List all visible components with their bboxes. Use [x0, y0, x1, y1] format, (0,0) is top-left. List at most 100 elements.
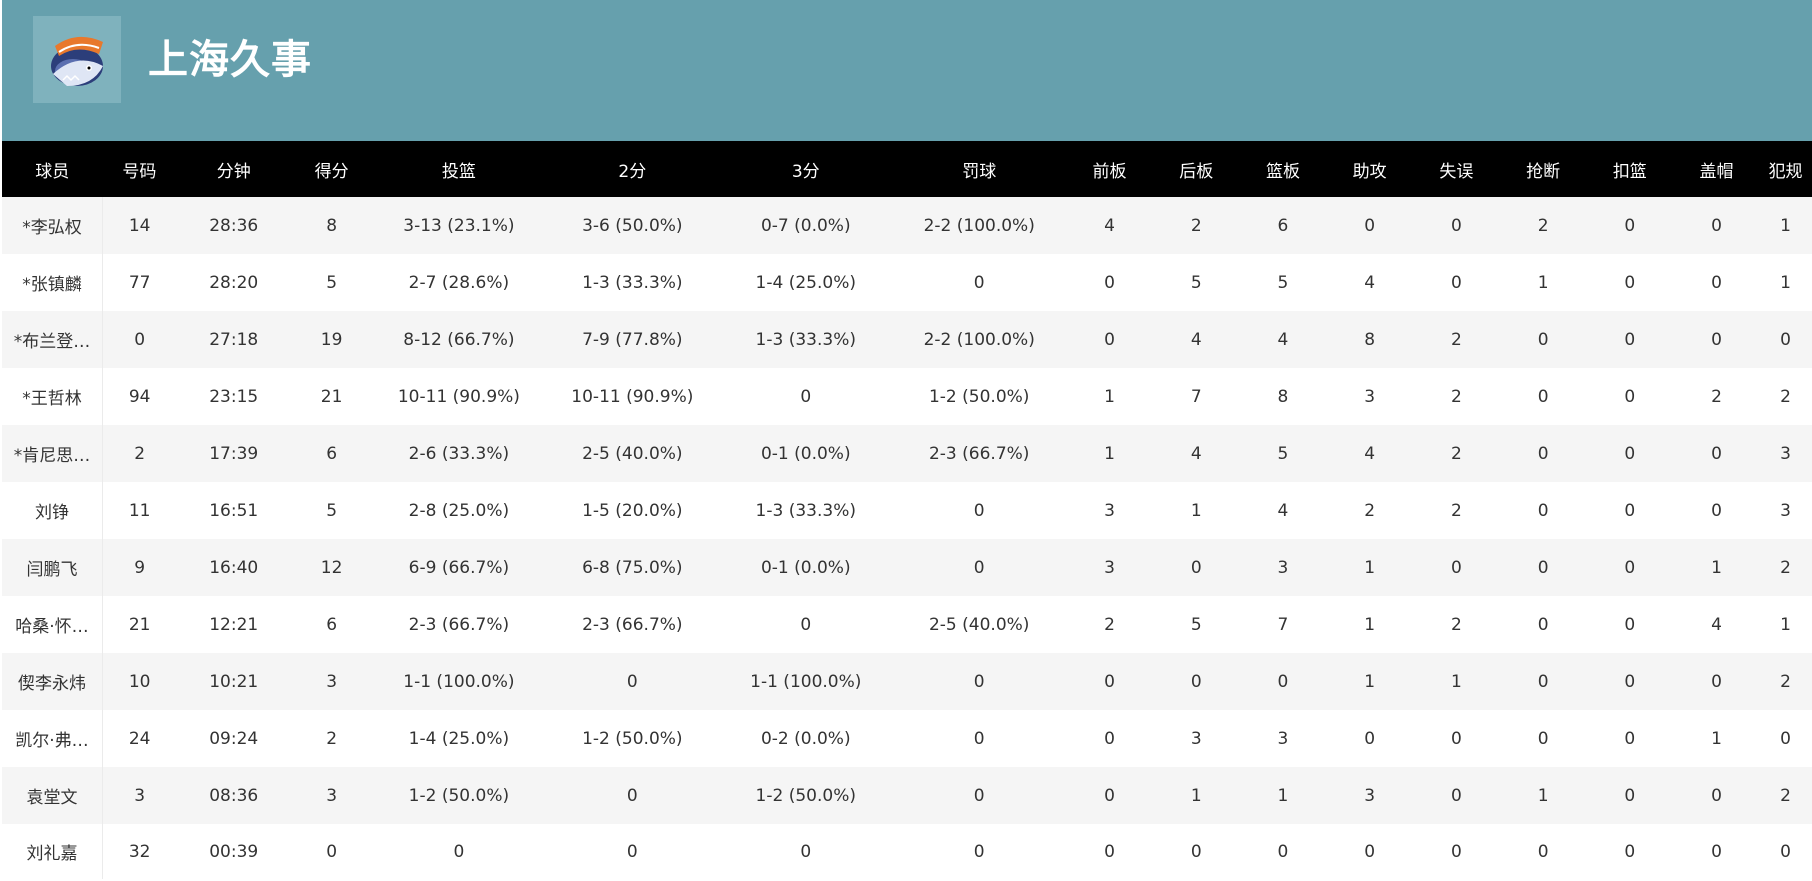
jersey-number-cell: 10: [102, 653, 177, 710]
player-name-cell[interactable]: *布兰登…: [2, 311, 103, 368]
field-goals-cell: 2-7 (28.6%): [372, 254, 546, 311]
column-field-goals-header[interactable]: 投篮: [372, 141, 546, 197]
field-goals-cell: 2-3 (66.7%): [372, 596, 546, 653]
column-blocks-header[interactable]: 盖帽: [1673, 141, 1760, 197]
player-name-cell[interactable]: *李弘权: [2, 197, 103, 254]
two-pointers-cell: 10-11 (90.9%): [545, 368, 720, 425]
turnovers-cell: 0: [1412, 197, 1500, 254]
column-steals-header[interactable]: 抢断: [1500, 141, 1587, 197]
free-throws-cell: 0: [892, 254, 1066, 311]
fouls-cell: 3: [1759, 482, 1812, 539]
dunks-cell: 0: [1586, 197, 1674, 254]
column-three-pointers-header[interactable]: 3分: [719, 141, 893, 197]
turnovers-cell: 0: [1412, 539, 1500, 596]
three-pointers-cell: 0-1 (0.0%): [719, 425, 893, 482]
jersey-number-cell: 24: [102, 710, 177, 767]
dunks-cell: 0: [1586, 710, 1674, 767]
dunks-cell: 0: [1586, 596, 1674, 653]
defensive-rebounds-cell: 0: [1153, 539, 1240, 596]
column-number-header[interactable]: 号码: [102, 141, 177, 197]
column-dunks-header[interactable]: 扣篮: [1586, 141, 1674, 197]
blocks-cell: 0: [1673, 254, 1760, 311]
three-pointers-cell: 0: [719, 596, 893, 653]
player-name-cell[interactable]: *王哲林: [2, 368, 103, 425]
minutes-cell: 08:36: [176, 767, 292, 824]
jersey-number-cell: 2: [102, 425, 177, 482]
defensive-rebounds-cell: 5: [1153, 596, 1240, 653]
steals-cell: 0: [1500, 824, 1587, 879]
steals-cell: 2: [1500, 197, 1587, 254]
defensive-rebounds-cell: 7: [1153, 368, 1240, 425]
rebounds-cell: 5: [1239, 425, 1327, 482]
turnovers-cell: 0: [1412, 824, 1500, 879]
offensive-rebounds-cell: 0: [1065, 254, 1154, 311]
column-player-header[interactable]: 球员: [2, 141, 103, 197]
blocks-cell: 1: [1673, 539, 1760, 596]
player-name-cell[interactable]: 刘礼嘉: [2, 824, 103, 879]
column-assists-header[interactable]: 助攻: [1326, 141, 1413, 197]
offensive-rebounds-cell: 0: [1065, 710, 1154, 767]
column-points-header[interactable]: 得分: [291, 141, 373, 197]
defensive-rebounds-cell: 0: [1153, 824, 1240, 879]
minutes-cell: 09:24: [176, 710, 292, 767]
player-name-cell[interactable]: 袁堂文: [2, 767, 103, 824]
fouls-cell: 0: [1759, 710, 1812, 767]
free-throws-cell: 0: [892, 824, 1066, 879]
table-row: *肯尼思… 2 17:39 6 2-6 (33.3%) 2-5 (40.0%) 0-1 (0…: [2, 425, 1812, 482]
two-pointers-cell: 6-8 (75.0%): [545, 539, 720, 596]
steals-cell: 0: [1500, 539, 1587, 596]
three-pointers-cell: 1-2 (50.0%): [719, 767, 893, 824]
dunks-cell: 0: [1586, 539, 1674, 596]
offensive-rebounds-cell: 1: [1065, 425, 1154, 482]
column-defensive-rebounds-header[interactable]: 后板: [1153, 141, 1240, 197]
three-pointers-cell: 1-4 (25.0%): [719, 254, 893, 311]
table-row: 袁堂文 3 08:36 3 1-2 (50.0%) 0 1-2 (50.0%) 0 0 1 1 3 0 1…: [2, 767, 1812, 824]
field-goals-cell: 1-1 (100.0%): [372, 653, 546, 710]
fouls-cell: 2: [1759, 368, 1812, 425]
field-goals-cell: 1-2 (50.0%): [372, 767, 546, 824]
blocks-cell: 0: [1673, 767, 1760, 824]
fouls-cell: 1: [1759, 596, 1812, 653]
player-name-cell[interactable]: 刘铮: [2, 482, 103, 539]
defensive-rebounds-cell: 4: [1153, 311, 1240, 368]
player-name-cell[interactable]: 闫鹏飞: [2, 539, 103, 596]
player-name-cell[interactable]: 凯尔·弗…: [2, 710, 103, 767]
column-two-pointers-header[interactable]: 2分: [545, 141, 720, 197]
fouls-cell: 1: [1759, 254, 1812, 311]
assists-cell: 4: [1326, 425, 1413, 482]
steals-cell: 0: [1500, 311, 1587, 368]
shanghai-sharks-logo-icon: [51, 36, 103, 86]
offensive-rebounds-cell: 2: [1065, 596, 1154, 653]
field-goals-cell: 3-13 (23.1%): [372, 197, 546, 254]
three-pointers-cell: 0: [719, 368, 893, 425]
free-throws-cell: 2-2 (100.0%): [892, 197, 1066, 254]
column-fouls-header[interactable]: 犯规: [1759, 141, 1812, 197]
column-free-throws-header[interactable]: 罚球: [892, 141, 1066, 197]
assists-cell: 3: [1326, 767, 1413, 824]
steals-cell: 0: [1500, 482, 1587, 539]
turnovers-cell: 1: [1412, 653, 1500, 710]
offensive-rebounds-cell: 0: [1065, 824, 1154, 879]
minutes-cell: 16:40: [176, 539, 292, 596]
three-pointers-cell: 0-1 (0.0%): [719, 539, 893, 596]
field-goals-cell: 2-6 (33.3%): [372, 425, 546, 482]
player-name-cell[interactable]: 哈桑·怀…: [2, 596, 103, 653]
defensive-rebounds-cell: 4: [1153, 425, 1240, 482]
minutes-cell: 28:20: [176, 254, 292, 311]
player-name-cell[interactable]: *肯尼思…: [2, 425, 103, 482]
column-rebounds-header[interactable]: 篮板: [1239, 141, 1327, 197]
player-name-cell[interactable]: 偰李永炜: [2, 653, 103, 710]
blocks-cell: 0: [1673, 653, 1760, 710]
fouls-cell: 2: [1759, 539, 1812, 596]
column-offensive-rebounds-header[interactable]: 前板: [1065, 141, 1154, 197]
table-body: *李弘权 14 28:36 8 3-13 (23.1%) 3-6 (50.0%) 0-7 (…: [2, 197, 1812, 879]
player-name-cell[interactable]: *张镇麟: [2, 254, 103, 311]
column-turnovers-header[interactable]: 失误: [1412, 141, 1500, 197]
defensive-rebounds-cell: 1: [1153, 482, 1240, 539]
blocks-cell: 4: [1673, 596, 1760, 653]
two-pointers-cell: 0: [545, 653, 720, 710]
steals-cell: 1: [1500, 254, 1587, 311]
assists-cell: 1: [1326, 653, 1413, 710]
assists-cell: 8: [1326, 311, 1413, 368]
column-minutes-header[interactable]: 分钟: [176, 141, 292, 197]
